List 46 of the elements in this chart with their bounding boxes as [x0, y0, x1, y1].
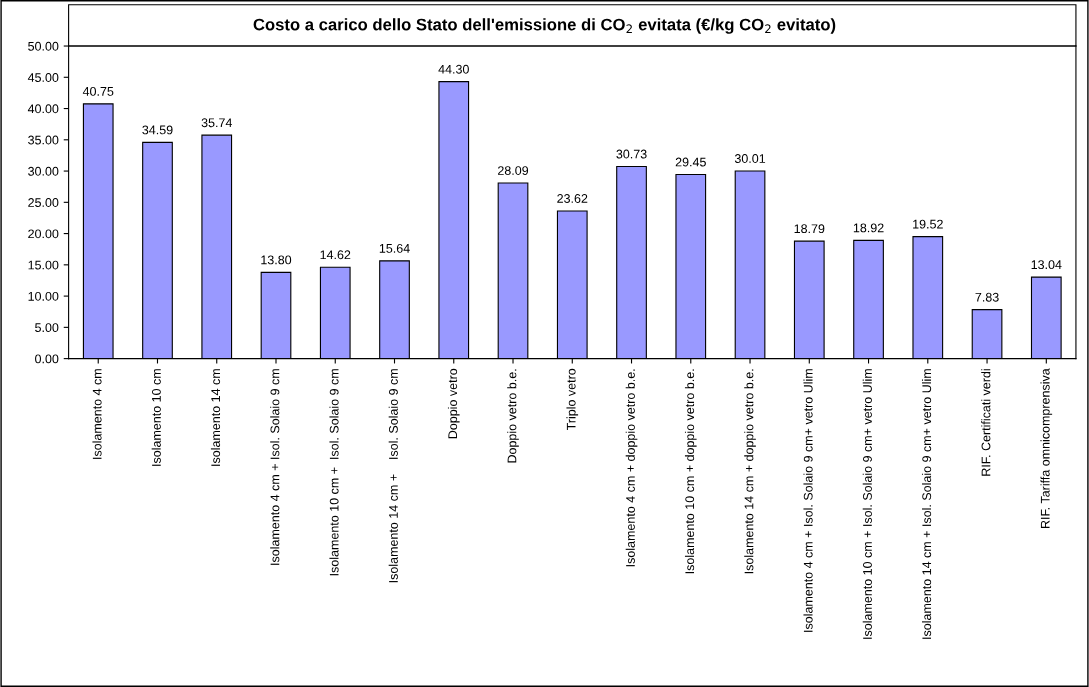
y-tick-label: 45.00 [27, 73, 59, 82]
data-label: 29.45 [675, 157, 706, 167]
y-tick-label: 35.00 [28, 135, 59, 145]
y-tick-label: 40.00 [27, 104, 59, 114]
y-tick-label: 10.00 [28, 291, 59, 301]
x-tick-label: RIF. Certificati verdi [981, 369, 991, 476]
x-tick-label: Doppio vetro [447, 368, 460, 439]
x-tick-label: Isolamento 10 cm + doppio vetro b.e. [684, 369, 697, 574]
x-tick-label: Isolamento 4 cm [92, 369, 102, 459]
x-tick-label: Isolamento 14 cm + Isol. Solaio 9 cm+ vetro Ulim [921, 369, 932, 639]
x-tick-label: Doppio vetro b.e. [507, 369, 519, 463]
x-tick-label: Isolamento 14 cm + Isol. Solaio 9 cm [388, 369, 398, 583]
data-label: 13.80 [261, 255, 292, 265]
x-tick-label: Isolamento 14 cm [210, 369, 221, 466]
x-tick-label: Isolamento 10 cm + Isol. Solaio 9 cm [329, 369, 339, 576]
x-tick-label: Triplo vetro [566, 368, 579, 431]
data-label: 15.64 [379, 243, 410, 253]
data-label: 40.75 [82, 86, 114, 96]
y-tick-label: 25.00 [28, 198, 59, 207]
y-tick-label: 5.00 [35, 323, 59, 333]
data-label: 14.62 [320, 250, 351, 260]
y-tick-label: 15.00 [28, 260, 59, 270]
data-label: 44.30 [438, 64, 469, 74]
data-label: 19.52 [913, 219, 943, 229]
data-label: 18.92 [853, 223, 884, 233]
data-label: 34.59 [142, 125, 173, 135]
y-tick-label: 30.00 [28, 166, 59, 176]
y-tick-label: 20.00 [28, 229, 59, 239]
chart-title: Costo a carico dello Stato dell'emissione di CO$_{2}$ evitata (€/kg CO$_{2}$ evitato) [253, 18, 836, 34]
x-tick-label: Isolamento 10 cm + Isol. Solaio 9 cm+ vetro Ulim [862, 369, 872, 639]
data-label: 30.01 [734, 154, 766, 163]
x-tick-label: Isolamento 4 cm + doppio vetro b.e. [625, 369, 638, 567]
data-label: 7.83 [975, 292, 999, 302]
data-label: 23.62 [557, 194, 588, 203]
data-label: 30.73 [616, 149, 647, 159]
x-tick-label: Isolamento 14 cm + doppio vetro b.e. [744, 369, 756, 574]
x-tick-label: Isolamento 4 cm + Isol. Solaio 9 cm+ vetro Ulim [803, 369, 813, 632]
y-tick-label: 0.00 [35, 354, 59, 364]
x-tick-label: Isolamento 4 cm + Isol. Solaio 9 cm [270, 369, 280, 565]
data-label: 28.09 [498, 166, 529, 175]
x-tick-label: Isolamento 10 cm [151, 369, 161, 466]
x-tick-label: RIF. Tariffa omnicomprensiva [1040, 368, 1053, 529]
y-tick-label: 50.00 [28, 41, 59, 51]
data-label: 13.04 [1031, 260, 1062, 270]
data-label: 18.79 [794, 224, 825, 234]
data-label: 35.74 [201, 118, 233, 128]
